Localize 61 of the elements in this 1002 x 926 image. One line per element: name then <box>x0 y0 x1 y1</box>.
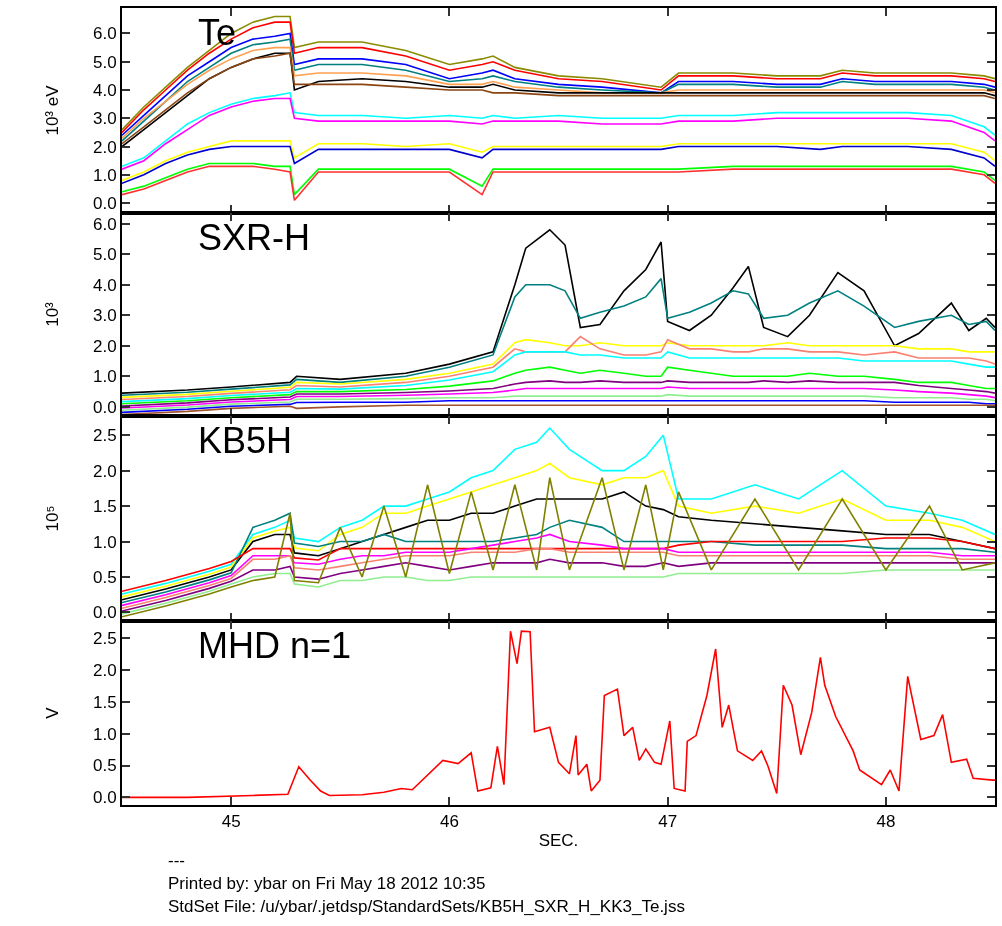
line-series <box>122 277 995 397</box>
y-axis-title: 10³ <box>43 301 63 327</box>
line-series <box>122 351 995 403</box>
line-series <box>122 537 995 593</box>
y-tick-label: 2.0 <box>92 461 117 481</box>
y-tick-label: 3.0 <box>92 306 117 326</box>
y-tick-label: 6.0 <box>92 214 117 234</box>
line-series <box>122 393 995 411</box>
line-series <box>122 427 995 595</box>
y-tick-label: 4.0 <box>92 275 117 295</box>
line-series <box>122 165 995 202</box>
y-tick-label: 5.0 <box>92 52 117 72</box>
y-tick-label: 1.0 <box>92 532 117 552</box>
y-tick-label: 1.5 <box>92 692 117 712</box>
y-axis-title: 10⁵ <box>43 505 63 532</box>
text: Printed by: ybar on Fri May 18 2012 10:35 <box>168 874 486 893</box>
y-tick-label: 4.0 <box>92 80 117 100</box>
x-tick-label: 46 <box>439 812 459 832</box>
line-series <box>122 386 995 409</box>
line-series <box>122 569 995 615</box>
y-tick-label: 0.0 <box>92 194 117 214</box>
y-tick-label: 2.5 <box>92 426 117 446</box>
line-series <box>122 558 995 612</box>
line-series <box>122 380 995 407</box>
y-tick-label: 0.0 <box>92 603 117 623</box>
y-tick-label: 1.0 <box>92 724 117 744</box>
x-tick-label: 47 <box>658 812 678 832</box>
chart-title: KB5H <box>198 420 293 461</box>
line-series <box>122 512 995 604</box>
line-series <box>122 476 995 618</box>
y-axis-title: 10³ eV <box>43 84 63 136</box>
y-tick-label: 0.0 <box>92 397 117 417</box>
chart-title: MHD n=1 <box>198 625 352 666</box>
y-tick-label: 2.5 <box>92 629 117 649</box>
y-tick-label: 0.5 <box>92 756 117 776</box>
chart-title: SXR-H <box>198 217 311 258</box>
line-series <box>122 366 995 405</box>
x-tick-label: 48 <box>876 812 896 832</box>
y-tick-label: 1.0 <box>92 165 117 185</box>
y-tick-label: 1.0 <box>92 367 117 387</box>
chart-title: Te <box>198 12 237 53</box>
y-tick-label: 0.5 <box>92 567 117 587</box>
y-tick-label: 2.0 <box>92 660 117 680</box>
x-axis-title: SEC. <box>538 831 579 851</box>
x-tick-label: 45 <box>221 812 241 832</box>
y-tick-label: 2.0 <box>92 137 117 157</box>
y-tick-label: 0.0 <box>92 788 117 808</box>
y-axis-title: V <box>43 706 63 719</box>
y-tick-label: 5.0 <box>92 245 117 265</box>
line-series <box>122 533 995 607</box>
y-tick-label: 6.0 <box>92 24 117 44</box>
line-series <box>122 162 995 196</box>
line-series <box>122 547 995 610</box>
y-tick-label: 3.0 <box>92 109 117 129</box>
text: --- <box>168 851 185 870</box>
text: StdSet File: /u/ybar/.jetdsp/StandardSets/KB5H_SXR_H_KK3_Te.jss <box>168 897 685 916</box>
line-series <box>122 404 995 416</box>
line-series <box>122 399 995 414</box>
y-tick-label: 2.0 <box>92 336 117 356</box>
y-tick-label: 1.5 <box>92 497 117 517</box>
line-series <box>122 462 995 598</box>
